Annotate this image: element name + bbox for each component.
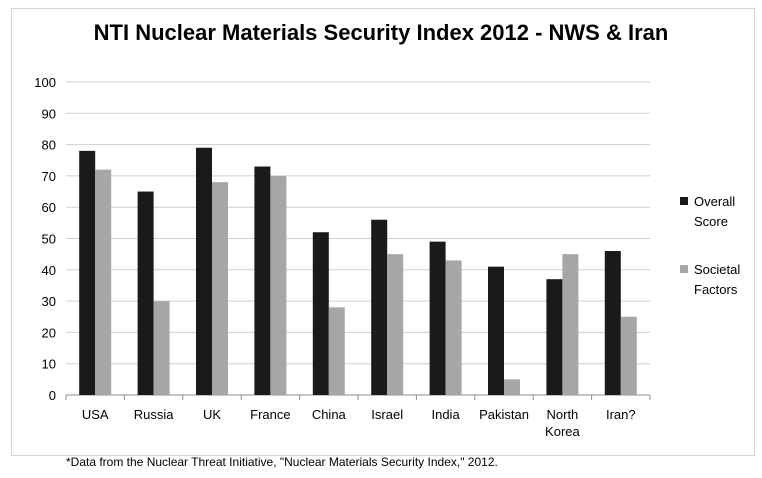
y-tick-label: 80 — [42, 138, 56, 153]
x-tick-label: France — [250, 407, 290, 422]
bar-overall-score — [137, 191, 154, 395]
bar-societal-factors — [620, 316, 637, 395]
x-tick-label: Iran? — [606, 407, 636, 422]
x-tick-label-line: USA — [82, 407, 109, 422]
legend-label-line: Societal — [694, 262, 741, 277]
x-tick-label-line: Russia — [134, 407, 175, 422]
x-tick-label: Pakistan — [479, 407, 529, 422]
y-tick-label: 30 — [42, 294, 56, 309]
y-tick-label: 40 — [42, 263, 56, 278]
y-tick-label: 60 — [42, 200, 56, 215]
bar-societal-factors — [153, 301, 170, 395]
x-tick-label: India — [431, 407, 460, 422]
legend-label-line: Score — [694, 214, 728, 229]
bar-overall-score — [371, 219, 388, 395]
legend-swatch-overall-score — [680, 197, 688, 205]
x-tick-label-line: France — [250, 407, 290, 422]
legend-label-societal-factors: Societal Factors — [694, 260, 762, 300]
x-tick-label-line: Iran? — [606, 407, 636, 422]
legend-label-overall-score: Overall Score — [694, 192, 762, 232]
x-axis-tick-labels: USA Russia UK France China Israel India Pakista… — [82, 407, 636, 439]
bar-overall-score — [429, 241, 446, 395]
x-tick-label: Russia — [134, 407, 175, 422]
bars — [79, 147, 637, 395]
bar-overall-score — [604, 251, 621, 395]
y-tick-label: 90 — [42, 106, 56, 121]
y-axis-tick-labels: 0 10 20 30 40 50 60 70 80 90 100 — [34, 75, 56, 403]
bar-societal-factors — [504, 379, 520, 395]
bar-societal-factors — [562, 254, 579, 395]
y-tick-label: 100 — [34, 75, 56, 90]
chart-title: NTI Nuclear Materials Security Index 201… — [93, 20, 669, 45]
x-tick-label-line: Israel — [371, 407, 403, 422]
x-tick-label-line: North — [547, 407, 579, 422]
x-tick-label: UK — [203, 407, 221, 422]
bar-societal-factors — [270, 175, 287, 395]
legend-label-line: Factors — [694, 282, 738, 297]
bar-overall-score — [254, 166, 271, 395]
bar-societal-factors — [95, 169, 112, 395]
chart-frame — [11, 8, 755, 456]
legend-swatch-societal-factors — [680, 265, 688, 273]
legend-label-line: Overall — [694, 194, 736, 209]
bar-societal-factors — [328, 307, 345, 395]
footnote: *Data from the Nuclear Threat Initiative… — [66, 455, 498, 469]
bar-societal-factors — [212, 182, 228, 395]
y-tick-label: 70 — [42, 169, 56, 184]
x-tick-label-line: China — [312, 407, 347, 422]
x-tick-label: North Korea — [545, 407, 580, 439]
x-tick-label: USA — [82, 407, 109, 422]
y-tick-label: 10 — [42, 357, 56, 372]
x-tick-label-line: UK — [203, 407, 221, 422]
bar-overall-score — [312, 232, 329, 395]
x-tick-label-line: Korea — [545, 424, 580, 439]
bar-societal-factors — [387, 254, 404, 395]
y-tick-label: 50 — [42, 232, 56, 247]
bar-overall-score — [196, 147, 212, 395]
y-tick-label: 0 — [49, 388, 56, 403]
y-tick-label: 20 — [42, 325, 56, 340]
bar-societal-factors — [445, 260, 462, 395]
x-tick-label-line: India — [431, 407, 460, 422]
bar-overall-score — [79, 150, 96, 395]
x-tick-label: China — [312, 407, 347, 422]
bar-overall-score — [488, 266, 504, 395]
bar-overall-score — [546, 279, 563, 395]
x-tick-label-line: Pakistan — [479, 407, 529, 422]
x-tick-label: Israel — [371, 407, 403, 422]
